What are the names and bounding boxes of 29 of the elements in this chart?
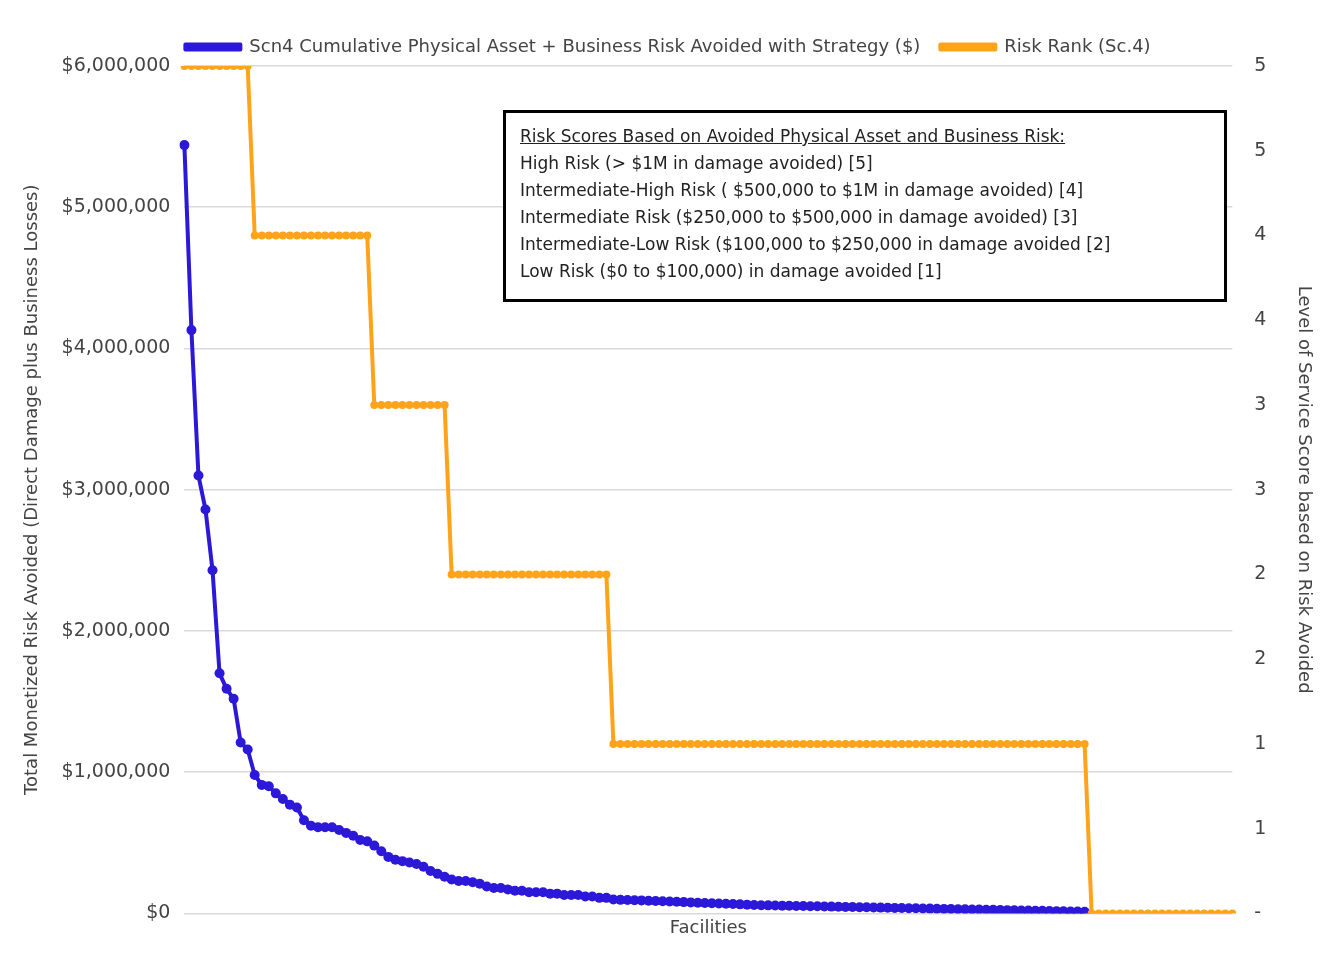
y-tick-label: $1,000,000	[61, 759, 171, 782]
y-tick-label: $2,000,000	[61, 617, 171, 640]
y2-tick-label: -	[1254, 900, 1262, 923]
y-tick-label: $3,000,000	[61, 476, 171, 499]
x-axis-title: Facilities	[669, 915, 747, 937]
annotation: High Risk (> $1M in damage avoided) [5]	[520, 152, 874, 175]
y2-tick-label: 3	[1254, 391, 1267, 414]
y2-tick-label: 5	[1254, 52, 1267, 75]
y2-tick-label: 4	[1254, 222, 1267, 245]
y2-tick-label: 2	[1254, 646, 1267, 669]
annotation: Intermediate-Low Risk ($100,000 to $250,000 in damage avoided [2]	[520, 233, 1112, 256]
annotation: Risk Scores Based on Avoided Physical Asset and Business Risk:	[520, 125, 1067, 148]
y2-axis-title: Level of Service Score based on Risk Avoided	[1294, 285, 1316, 694]
annotation: Intermediate Risk ($250,000 to $500,000 in damage avoided) [3]	[520, 206, 1079, 229]
y-axis-title: Total Monetized Risk Avoided (Direct Damage plus Business Losses)	[20, 184, 42, 796]
y-tick-label: $4,000,000	[61, 335, 171, 358]
annotation: Low Risk ($0 to $100,000) in damage avoided [1]	[520, 260, 943, 283]
y-tick-label: $5,000,000	[61, 194, 171, 217]
y2-tick-label: 1	[1254, 730, 1267, 753]
y-tick-label: $0	[146, 900, 171, 923]
legend-label: Scn4 Cumulative Physical Asset + Business Risk Avoided with Strategy ($)	[249, 34, 921, 56]
y2-tick-label: 4	[1254, 307, 1267, 330]
y2-tick-label: 2	[1254, 561, 1267, 584]
y2-tick-label: 1	[1254, 815, 1267, 838]
annotation: Intermediate-High Risk ( $500,000 to $1M in damage avoided) [4]	[520, 179, 1085, 202]
y2-tick-label: 5	[1254, 137, 1267, 160]
y-tick-label: $6,000,000	[61, 52, 171, 75]
y2-tick-label: 3	[1254, 476, 1267, 499]
legend-label: Risk Rank (Sc.4)	[1004, 34, 1151, 56]
